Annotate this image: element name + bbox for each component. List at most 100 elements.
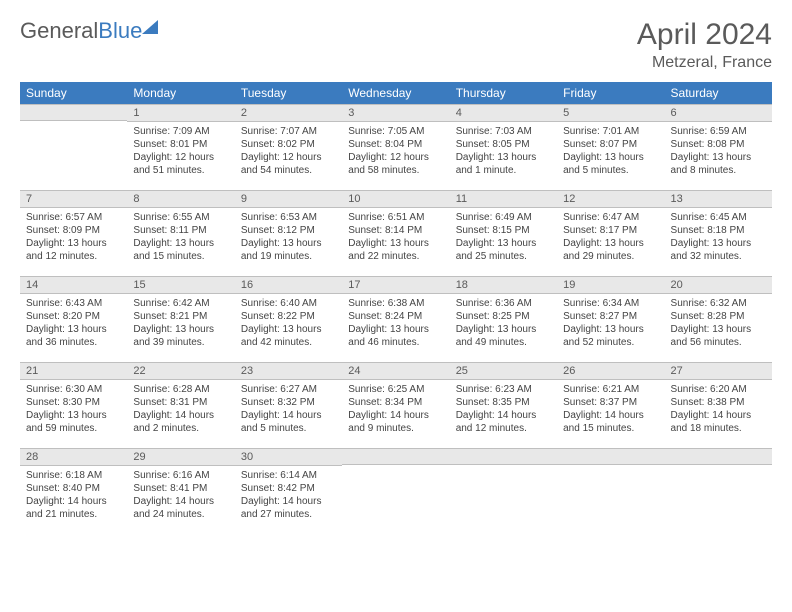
sunrise-line: Sunrise: 6:43 AM [26,297,121,310]
daylight-line: Daylight: 13 hours and 46 minutes. [348,323,443,349]
daylight-line: Daylight: 13 hours and 15 minutes. [133,237,228,263]
day-body: Sunrise: 6:47 AMSunset: 8:17 PMDaylight:… [557,208,664,269]
daylight-line: Daylight: 14 hours and 18 minutes. [671,409,766,435]
location: Metzeral, France [637,54,772,72]
sunrise-line: Sunrise: 6:49 AM [456,211,551,224]
sunset-line: Sunset: 8:41 PM [133,482,228,495]
day-number-bar: 29 [127,448,234,466]
day-body [450,465,557,474]
sunrise-line: Sunrise: 6:45 AM [671,211,766,224]
daylight-line: Daylight: 13 hours and 32 minutes. [671,237,766,263]
calendar-cell: 10Sunrise: 6:51 AMSunset: 8:14 PMDayligh… [342,190,449,276]
sunrise-line: Sunrise: 6:14 AM [241,469,336,482]
sunset-line: Sunset: 8:05 PM [456,138,551,151]
day-number-bar: 26 [557,362,664,380]
sunset-line: Sunset: 8:12 PM [241,224,336,237]
calendar-cell: 1Sunrise: 7:09 AMSunset: 8:01 PMDaylight… [127,104,234,190]
day-body: Sunrise: 6:18 AMSunset: 8:40 PMDaylight:… [20,466,127,527]
day-body: Sunrise: 7:03 AMSunset: 8:05 PMDaylight:… [450,122,557,183]
day-body [20,121,127,130]
calendar-cell: 11Sunrise: 6:49 AMSunset: 8:15 PMDayligh… [450,190,557,276]
day-body: Sunrise: 6:25 AMSunset: 8:34 PMDaylight:… [342,380,449,441]
sunrise-line: Sunrise: 6:20 AM [671,383,766,396]
sunset-line: Sunset: 8:02 PM [241,138,336,151]
sunset-line: Sunset: 8:35 PM [456,396,551,409]
day-body [342,465,449,474]
daylight-line: Daylight: 13 hours and 42 minutes. [241,323,336,349]
daylight-line: Daylight: 13 hours and 36 minutes. [26,323,121,349]
daylight-line: Daylight: 13 hours and 56 minutes. [671,323,766,349]
day-number-bar [20,104,127,121]
sunrise-line: Sunrise: 6:36 AM [456,297,551,310]
daylight-line: Daylight: 13 hours and 19 minutes. [241,237,336,263]
calendar-cell: 7Sunrise: 6:57 AMSunset: 8:09 PMDaylight… [20,190,127,276]
day-number-bar: 2 [235,104,342,122]
calendar-row: 28Sunrise: 6:18 AMSunset: 8:40 PMDayligh… [20,448,772,534]
sunrise-line: Sunrise: 6:18 AM [26,469,121,482]
day-body: Sunrise: 6:51 AMSunset: 8:14 PMDaylight:… [342,208,449,269]
calendar-cell [665,448,772,534]
sunrise-line: Sunrise: 7:07 AM [241,125,336,138]
day-body: Sunrise: 6:30 AMSunset: 8:30 PMDaylight:… [20,380,127,441]
sunrise-line: Sunrise: 6:30 AM [26,383,121,396]
day-number-bar: 7 [20,190,127,208]
calendar-row: 1Sunrise: 7:09 AMSunset: 8:01 PMDaylight… [20,104,772,190]
day-body: Sunrise: 6:59 AMSunset: 8:08 PMDaylight:… [665,122,772,183]
day-body: Sunrise: 6:53 AMSunset: 8:12 PMDaylight:… [235,208,342,269]
weekday-header: Thursday [450,82,557,104]
daylight-line: Daylight: 13 hours and 22 minutes. [348,237,443,263]
daylight-line: Daylight: 13 hours and 5 minutes. [563,151,658,177]
header: GeneralBlue April 2024 Metzeral, France [20,18,772,72]
daylight-line: Daylight: 14 hours and 27 minutes. [241,495,336,521]
day-body: Sunrise: 6:38 AMSunset: 8:24 PMDaylight:… [342,294,449,355]
day-body: Sunrise: 6:14 AMSunset: 8:42 PMDaylight:… [235,466,342,527]
calendar-cell: 5Sunrise: 7:01 AMSunset: 8:07 PMDaylight… [557,104,664,190]
sunrise-line: Sunrise: 6:28 AM [133,383,228,396]
calendar-cell: 19Sunrise: 6:34 AMSunset: 8:27 PMDayligh… [557,276,664,362]
weekday-header: Friday [557,82,664,104]
calendar-cell: 13Sunrise: 6:45 AMSunset: 8:18 PMDayligh… [665,190,772,276]
day-number-bar: 27 [665,362,772,380]
daylight-line: Daylight: 13 hours and 29 minutes. [563,237,658,263]
logo: GeneralBlue [20,18,158,44]
day-number-bar: 23 [235,362,342,380]
sunset-line: Sunset: 8:17 PM [563,224,658,237]
sunset-line: Sunset: 8:21 PM [133,310,228,323]
day-number-bar: 19 [557,276,664,294]
calendar-cell [557,448,664,534]
weekday-row: SundayMondayTuesdayWednesdayThursdayFrid… [20,82,772,104]
calendar-row: 21Sunrise: 6:30 AMSunset: 8:30 PMDayligh… [20,362,772,448]
day-number-bar: 11 [450,190,557,208]
calendar-cell: 17Sunrise: 6:38 AMSunset: 8:24 PMDayligh… [342,276,449,362]
calendar-cell: 18Sunrise: 6:36 AMSunset: 8:25 PMDayligh… [450,276,557,362]
sunrise-line: Sunrise: 6:27 AM [241,383,336,396]
day-number-bar: 25 [450,362,557,380]
day-body: Sunrise: 6:21 AMSunset: 8:37 PMDaylight:… [557,380,664,441]
logo-part1: General [20,18,98,43]
day-body: Sunrise: 6:28 AMSunset: 8:31 PMDaylight:… [127,380,234,441]
day-number-bar: 13 [665,190,772,208]
sunset-line: Sunset: 8:09 PM [26,224,121,237]
day-body: Sunrise: 6:16 AMSunset: 8:41 PMDaylight:… [127,466,234,527]
daylight-line: Daylight: 14 hours and 5 minutes. [241,409,336,435]
daylight-line: Daylight: 14 hours and 15 minutes. [563,409,658,435]
day-body: Sunrise: 6:45 AMSunset: 8:18 PMDaylight:… [665,208,772,269]
weekday-header: Saturday [665,82,772,104]
calendar-cell [450,448,557,534]
sunrise-line: Sunrise: 7:03 AM [456,125,551,138]
daylight-line: Daylight: 14 hours and 2 minutes. [133,409,228,435]
day-number-bar: 24 [342,362,449,380]
day-body: Sunrise: 6:43 AMSunset: 8:20 PMDaylight:… [20,294,127,355]
sunrise-line: Sunrise: 6:32 AM [671,297,766,310]
day-number-bar: 14 [20,276,127,294]
calendar-cell: 12Sunrise: 6:47 AMSunset: 8:17 PMDayligh… [557,190,664,276]
day-number-bar: 8 [127,190,234,208]
day-body: Sunrise: 7:01 AMSunset: 8:07 PMDaylight:… [557,122,664,183]
calendar-cell: 6Sunrise: 6:59 AMSunset: 8:08 PMDaylight… [665,104,772,190]
calendar-cell: 21Sunrise: 6:30 AMSunset: 8:30 PMDayligh… [20,362,127,448]
day-number-bar: 1 [127,104,234,122]
sunrise-line: Sunrise: 6:57 AM [26,211,121,224]
calendar-cell: 14Sunrise: 6:43 AMSunset: 8:20 PMDayligh… [20,276,127,362]
day-body: Sunrise: 6:27 AMSunset: 8:32 PMDaylight:… [235,380,342,441]
sunrise-line: Sunrise: 6:55 AM [133,211,228,224]
